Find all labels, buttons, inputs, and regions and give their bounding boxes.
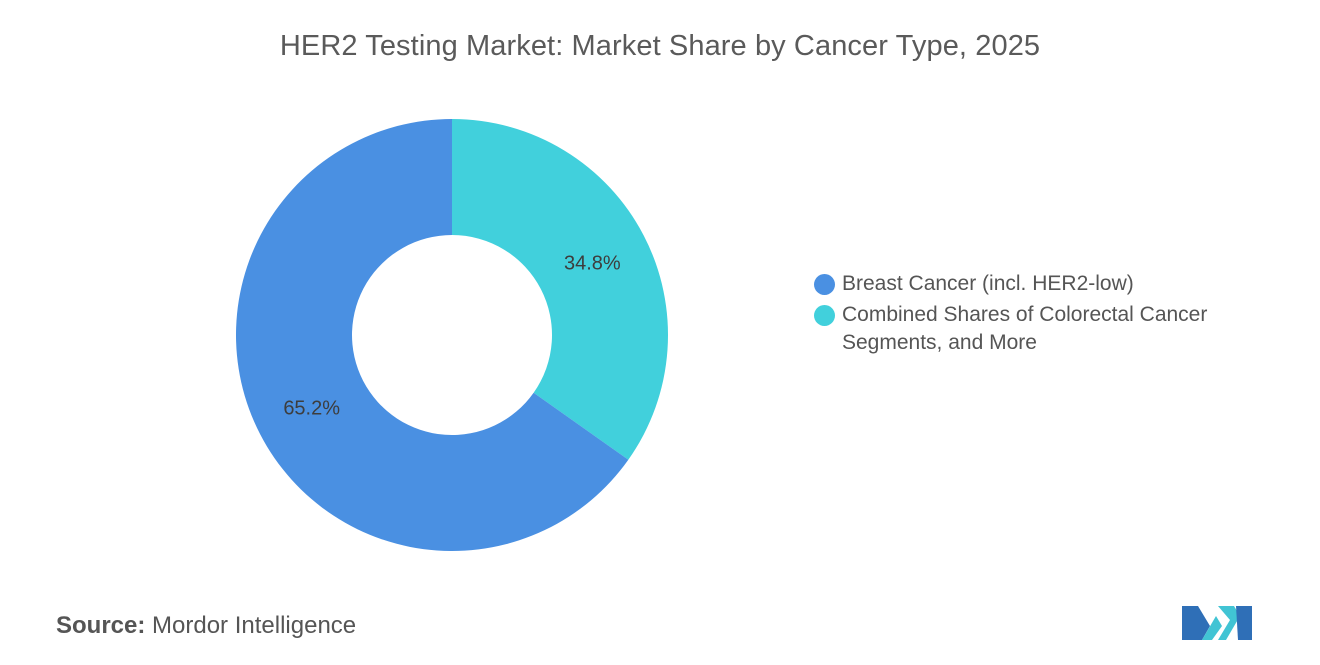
- mordor-intelligence-logo: [1182, 606, 1252, 640]
- logo-shape-middle: [1202, 616, 1222, 640]
- logo-shape-right-accent: [1218, 606, 1240, 640]
- donut-slice-colorectal-and-more: [452, 119, 669, 460]
- legend-label-colorectal-and-more: Combined Shares of Colorectal Cancer Seg…: [842, 303, 1208, 354]
- logo-shape-left: [1182, 606, 1210, 640]
- source-note: Source: Mordor Intelligence: [56, 612, 356, 640]
- chart-title: HER2 Testing Market: Market Share by Can…: [279, 30, 1041, 62]
- legend-item-colorectal-and-more: Combined Shares of Colorectal Cancer Seg…: [814, 301, 1284, 357]
- legend-swatch-colorectal-and-more: [814, 305, 835, 326]
- legend-item-breast-cancer: Breast Cancer (incl. HER2-low): [814, 270, 1284, 298]
- donut-slice-breast-cancer: [236, 119, 629, 551]
- data-label-breast-cancer: 65.2%: [283, 398, 340, 420]
- data-label-colorectal-and-more: 34.8%: [564, 252, 621, 274]
- source-text: Mordor Intelligence: [152, 612, 357, 639]
- legend-label-breast-cancer: Breast Cancer (incl. HER2-low): [842, 272, 1134, 295]
- source-label: Source:: [56, 612, 146, 639]
- logo-shape-right: [1236, 606, 1252, 640]
- legend-swatch-breast-cancer: [814, 274, 835, 295]
- chart-legend: Breast Cancer (incl. HER2-low) Combined …: [814, 270, 1284, 360]
